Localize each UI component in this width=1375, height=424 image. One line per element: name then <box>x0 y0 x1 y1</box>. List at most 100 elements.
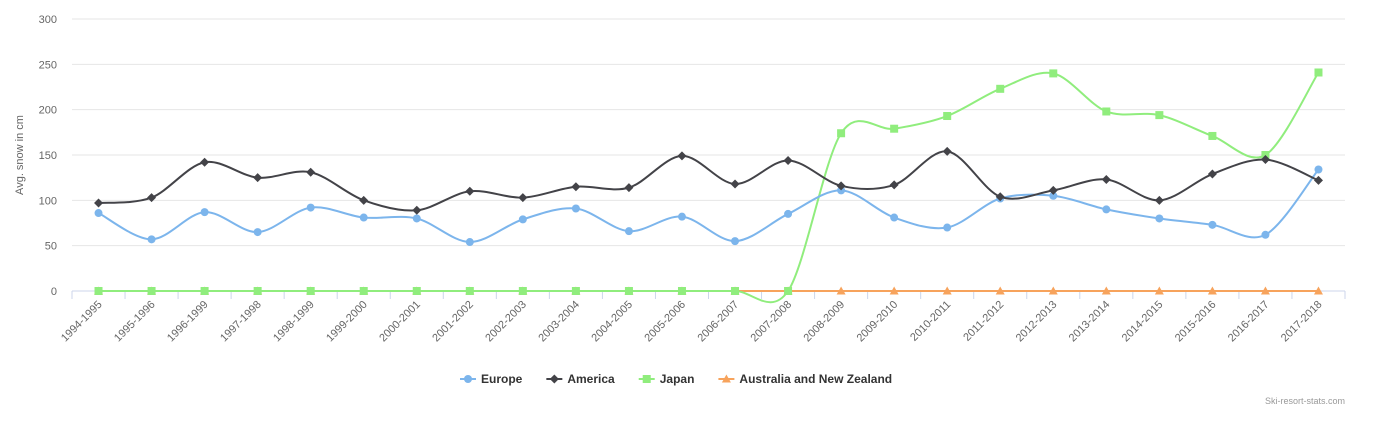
data-point[interactable] <box>1313 175 1323 185</box>
legend-symbol[interactable] <box>549 374 559 384</box>
series-line[interactable] <box>98 150 1319 212</box>
x-tick-label: 2015-2016 <box>1173 299 1219 345</box>
data-point[interactable] <box>889 180 899 190</box>
data-point[interactable] <box>465 186 475 196</box>
data-point[interactable] <box>995 192 1005 202</box>
y-tick-label: 250 <box>39 59 57 71</box>
data-point[interactable] <box>677 287 686 295</box>
data-point[interactable] <box>1313 286 1323 295</box>
data-point[interactable] <box>253 287 262 295</box>
data-point[interactable] <box>359 195 369 205</box>
data-point[interactable] <box>147 235 156 244</box>
data-point[interactable] <box>1049 69 1058 78</box>
data-point[interactable] <box>359 287 368 295</box>
legend-item-japan[interactable]: Japan <box>638 372 695 386</box>
data-point[interactable] <box>784 209 793 218</box>
data-point[interactable] <box>359 213 368 222</box>
data-point[interactable] <box>677 151 687 161</box>
data-point[interactable] <box>147 287 156 295</box>
data-point[interactable] <box>837 186 846 195</box>
data-point[interactable] <box>1314 68 1323 77</box>
data-point[interactable] <box>731 237 740 246</box>
data-point[interactable] <box>943 223 952 232</box>
data-point[interactable] <box>731 287 740 295</box>
data-point[interactable] <box>1102 107 1111 116</box>
data-point[interactable] <box>942 286 952 295</box>
data-point[interactable] <box>890 124 899 133</box>
data-point[interactable] <box>889 286 899 295</box>
data-point[interactable] <box>571 204 580 213</box>
data-point[interactable] <box>1048 185 1058 195</box>
data-point[interactable] <box>253 228 262 237</box>
data-point[interactable] <box>412 214 421 223</box>
series-line[interactable] <box>98 71 1320 304</box>
data-point[interactable] <box>94 198 104 208</box>
data-point[interactable] <box>1155 214 1164 223</box>
legend-symbol[interactable] <box>464 375 472 383</box>
data-point[interactable] <box>1208 131 1217 140</box>
data-point[interactable] <box>836 181 846 191</box>
data-point[interactable] <box>836 286 846 295</box>
data-point[interactable] <box>465 238 474 247</box>
data-point[interactable] <box>571 287 580 295</box>
data-point[interactable] <box>784 287 793 295</box>
data-point[interactable] <box>1314 165 1323 174</box>
data-point[interactable] <box>1207 286 1217 295</box>
data-point[interactable] <box>147 193 157 203</box>
data-point[interactable] <box>1154 286 1164 295</box>
data-point[interactable] <box>1154 195 1164 205</box>
x-tick-label: 2004-2005 <box>589 299 635 345</box>
data-point[interactable] <box>677 212 686 221</box>
data-point[interactable] <box>942 146 952 156</box>
data-point[interactable] <box>465 287 474 295</box>
data-point[interactable] <box>1261 230 1270 239</box>
data-point[interactable] <box>624 227 633 236</box>
data-point[interactable] <box>518 287 527 295</box>
data-point[interactable] <box>94 287 103 295</box>
data-point[interactable] <box>1102 205 1111 214</box>
legend-item-australia-and-new-zealand[interactable]: Australia and New Zealand <box>718 372 892 386</box>
data-point[interactable] <box>837 129 846 138</box>
data-point[interactable] <box>730 179 740 189</box>
y-tick-label: 150 <box>39 150 57 162</box>
data-point[interactable] <box>306 287 315 295</box>
data-point[interactable] <box>943 112 952 121</box>
data-point[interactable] <box>1101 174 1111 184</box>
series-line[interactable] <box>98 168 1320 244</box>
data-point[interactable] <box>412 205 422 215</box>
data-point[interactable] <box>306 203 315 212</box>
data-point[interactable] <box>890 213 899 222</box>
data-point[interactable] <box>200 208 209 217</box>
data-point[interactable] <box>200 157 210 167</box>
data-point[interactable] <box>1049 191 1058 200</box>
data-point[interactable] <box>253 173 263 183</box>
data-point[interactable] <box>200 287 209 295</box>
data-point[interactable] <box>306 167 316 177</box>
legend-item-america[interactable]: America <box>546 372 615 386</box>
data-point[interactable] <box>1048 286 1058 295</box>
data-point[interactable] <box>518 193 528 203</box>
data-point[interactable] <box>1101 286 1111 295</box>
legend-symbol[interactable] <box>642 375 651 383</box>
y-tick-label: 100 <box>39 195 57 207</box>
data-point[interactable] <box>995 286 1005 295</box>
data-point[interactable] <box>783 155 793 165</box>
data-point[interactable] <box>1260 286 1270 295</box>
data-point[interactable] <box>412 287 421 295</box>
data-point[interactable] <box>571 182 581 192</box>
legend-symbol[interactable] <box>721 374 731 383</box>
data-point[interactable] <box>1155 111 1164 120</box>
credit-link[interactable]: Ski-resort-stats.com <box>1265 396 1345 406</box>
data-point[interactable] <box>1207 169 1217 179</box>
data-point[interactable] <box>1208 220 1217 229</box>
legend[interactable]: Europe America Japan Australia and New Zeal… <box>460 372 892 386</box>
legend-item-europe[interactable]: Europe <box>460 372 523 386</box>
data-point[interactable] <box>996 84 1005 93</box>
legend-label: America <box>567 372 615 386</box>
data-point[interactable] <box>624 183 634 193</box>
data-point[interactable] <box>94 209 103 218</box>
data-point[interactable] <box>624 287 633 295</box>
data-point[interactable] <box>518 215 527 224</box>
data-point[interactable] <box>1261 151 1270 159</box>
data-point[interactable] <box>1260 155 1270 165</box>
